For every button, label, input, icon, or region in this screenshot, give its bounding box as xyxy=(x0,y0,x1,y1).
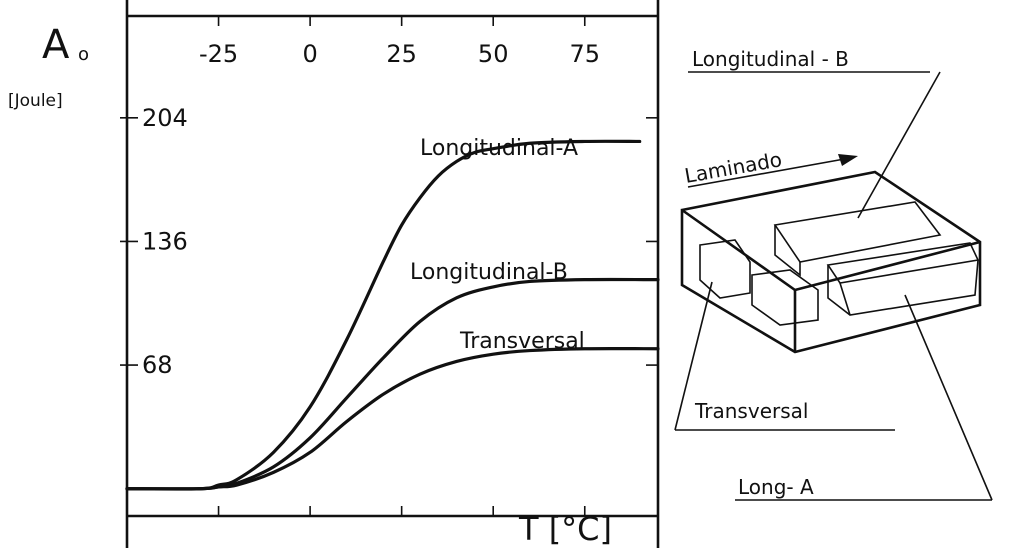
axis-ticks: -25 0 25 50 75 204 136 68 xyxy=(120,16,658,516)
specimen-transversal-2 xyxy=(751,269,819,326)
plate-outline xyxy=(680,170,982,354)
label-long-a: Long- A xyxy=(738,475,814,499)
specimen-transversal xyxy=(699,239,751,299)
chart-frame xyxy=(125,0,660,548)
x-axis-label: T [°C] xyxy=(518,510,612,548)
label-longitudinal-b: Longitudinal - B xyxy=(692,47,849,71)
plate-top-edges xyxy=(681,208,981,292)
y-axis-symbol: A xyxy=(42,22,70,68)
x-tick-label: 0 xyxy=(302,40,317,68)
specimen-longitudinal-b xyxy=(773,201,942,263)
series-line-longitudinal-b xyxy=(125,277,660,491)
x-tick-label: 25 xyxy=(386,40,417,68)
x-tick-label: -25 xyxy=(199,40,238,68)
y-tick-label: 136 xyxy=(142,227,188,255)
series-line-longitudinal-a xyxy=(125,139,642,491)
x-tick-label: 75 xyxy=(569,40,600,68)
series-label-transversal: Transversal xyxy=(459,329,585,354)
y-tick-label: 204 xyxy=(142,104,188,132)
y-axis-symbol-subscript: o xyxy=(78,44,89,65)
series-line-transversal xyxy=(125,346,660,491)
y-tick-label: 68 xyxy=(142,351,173,379)
chart-series xyxy=(125,139,660,491)
specimen-diagram: Laminado Longitudinal - B Transversal Lo… xyxy=(674,47,993,501)
series-label-longitudinal-a: Longitudinal-A xyxy=(420,136,578,161)
y-axis-unit: [Joule] xyxy=(8,91,63,111)
series-label-longitudinal-b: Longitudinal-B xyxy=(410,260,568,285)
label-transversal: Transversal xyxy=(694,399,808,423)
x-tick-label: 50 xyxy=(478,40,509,68)
rolling-direction-arrow-icon xyxy=(838,154,858,166)
label-laminado: Laminado xyxy=(683,147,784,188)
